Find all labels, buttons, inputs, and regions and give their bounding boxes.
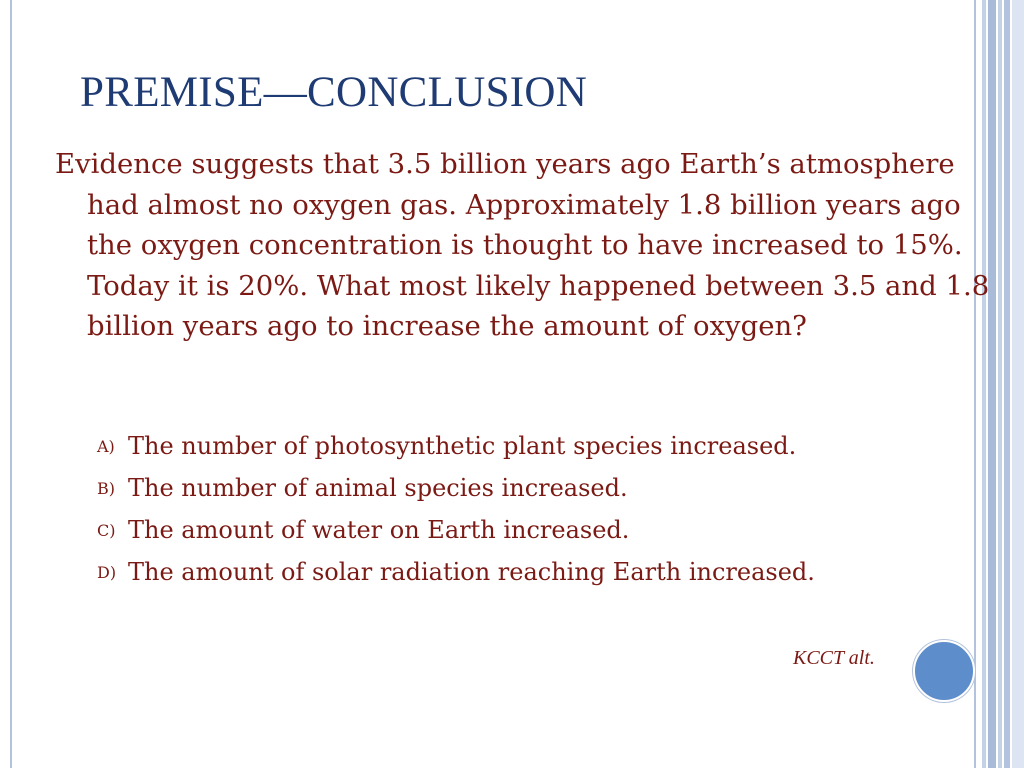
- option-d: D) The amount of solar radiation reachin…: [97, 555, 967, 589]
- source-credit: KCCT alt.: [793, 647, 875, 669]
- option-letter: C): [97, 521, 116, 540]
- option-letter: B): [97, 479, 115, 498]
- decor-stripe: [1012, 0, 1024, 768]
- decor-stripe: [988, 0, 996, 768]
- option-letter: D): [97, 563, 117, 582]
- decor-stripe: [998, 0, 1002, 768]
- decor-circle: [913, 640, 975, 702]
- option-a: A) The number of photosynthetic plant sp…: [97, 429, 967, 463]
- option-text: The amount of water on Earth increased.: [128, 516, 630, 544]
- option-c: C) The amount of water on Earth increase…: [97, 513, 967, 547]
- slide-frame: [10, 0, 976, 768]
- option-text: The number of photosynthetic plant speci…: [128, 432, 797, 460]
- answer-options: A) The number of photosynthetic plant sp…: [97, 429, 967, 597]
- question-text: Evidence suggests that 3.5 billion years…: [55, 148, 990, 342]
- option-letter: A): [97, 437, 115, 456]
- decor-stripe: [1004, 0, 1010, 768]
- decor-stripe: [982, 0, 986, 768]
- option-text: The amount of solar radiation reaching E…: [128, 558, 815, 586]
- option-b: B) The number of animal species increase…: [97, 471, 967, 505]
- option-text: The number of animal species increased.: [128, 474, 628, 502]
- slide-title: PREMISE—CONCLUSION: [80, 69, 588, 116]
